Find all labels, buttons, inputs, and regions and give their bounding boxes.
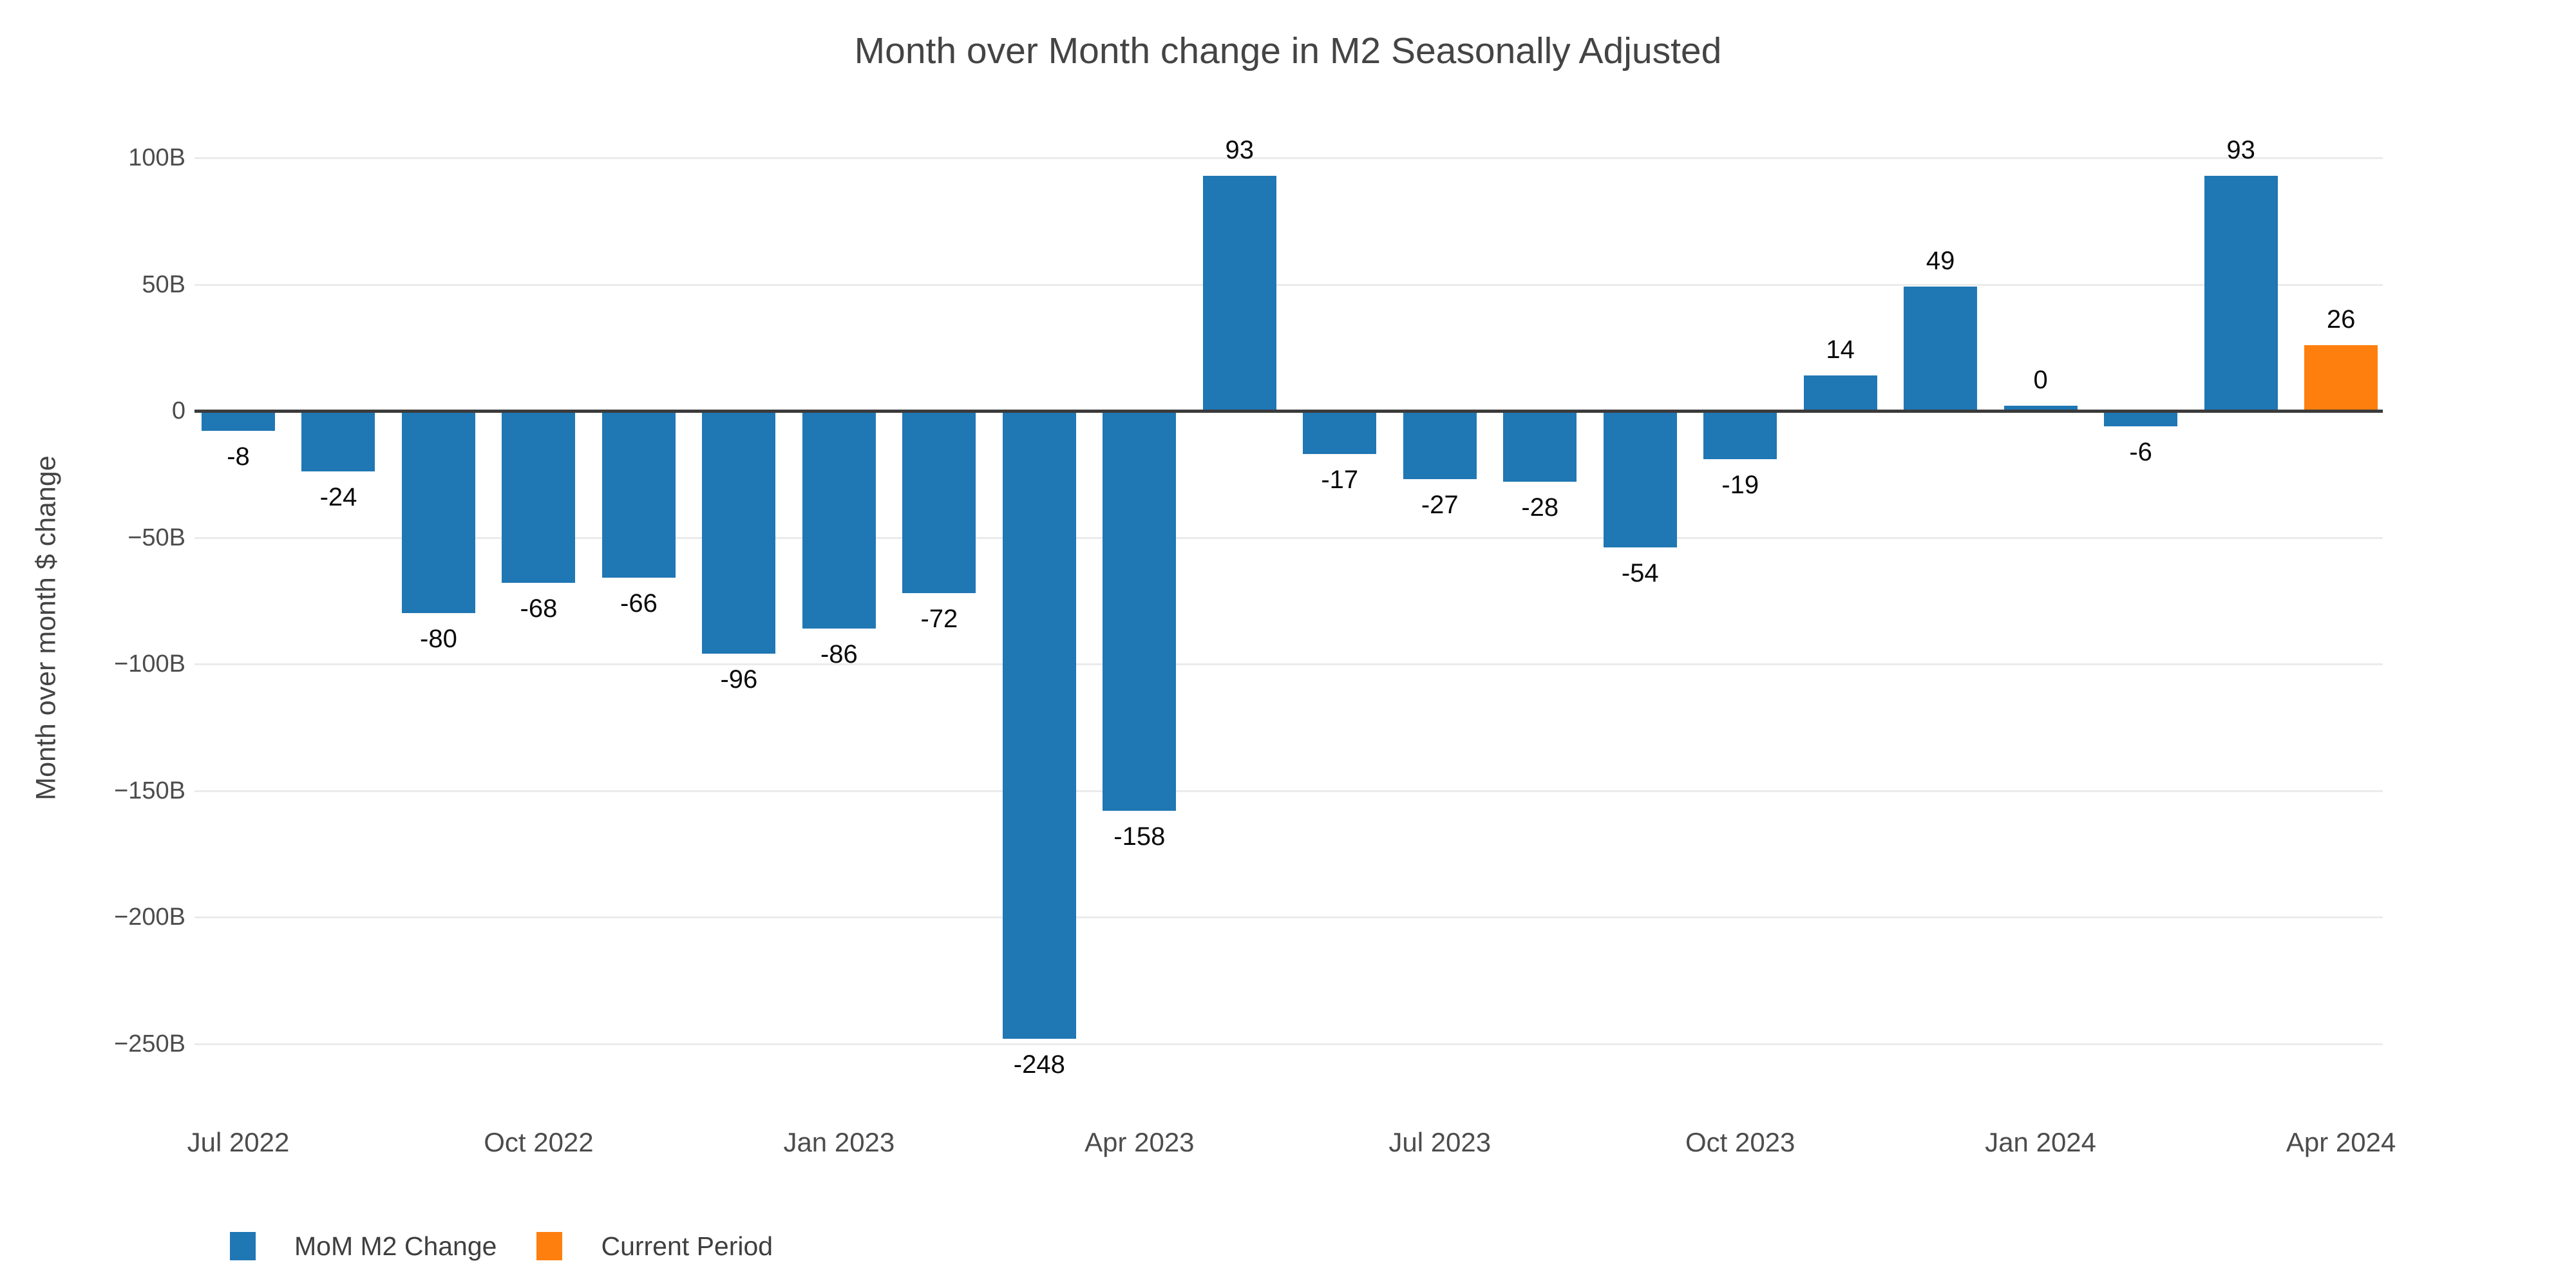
current-period-swatch-icon xyxy=(536,1232,563,1260)
y-tick-label: −50B xyxy=(128,524,185,551)
gridline xyxy=(194,916,2383,918)
bar-value-label: -24 xyxy=(319,483,357,512)
bar-value-label: -66 xyxy=(620,589,658,618)
y-tick-label: −150B xyxy=(114,777,185,804)
bar-value-label: -80 xyxy=(420,625,457,654)
bar-mar-2024 xyxy=(2204,175,2278,411)
x-tick-label: Apr 2024 xyxy=(2286,1127,2396,1157)
gridline xyxy=(194,663,2383,665)
bar-value-label: -54 xyxy=(1621,559,1659,588)
bar-value-label: -96 xyxy=(720,665,758,694)
gridline xyxy=(194,283,2383,286)
bar-value-label: 93 xyxy=(2226,135,2255,164)
bar-nov-2023 xyxy=(1803,375,1877,411)
bar-jun-2023 xyxy=(1303,411,1377,454)
bar-may-2023 xyxy=(1202,175,1276,411)
legend-item-mom-m2-change[interactable]: MoM M2 Change xyxy=(230,1230,497,1262)
bar-mar-2023 xyxy=(1002,411,1076,1039)
bar-value-label: -6 xyxy=(2129,437,2152,466)
bar-value-label: -72 xyxy=(920,604,958,633)
y-tick-label: −100B xyxy=(114,650,185,677)
bar-jul-2023 xyxy=(1403,411,1477,480)
y-axis-title: Month over month $ change xyxy=(30,455,62,800)
x-tick-label: Jan 2023 xyxy=(783,1127,895,1157)
bar-dec-2023 xyxy=(1904,287,1978,411)
bar-value-label: -27 xyxy=(1421,491,1459,520)
bar-nov-2022 xyxy=(601,411,676,578)
y-tick-label: −200B xyxy=(114,904,185,931)
bar-oct-2022 xyxy=(502,411,576,583)
bar-aug-2023 xyxy=(1503,411,1577,482)
bar-value-label: 93 xyxy=(1225,135,1255,164)
bar-value-label: 49 xyxy=(1926,247,1955,276)
legend-label-current-period: Current Period xyxy=(601,1231,773,1261)
x-tick-label: Oct 2023 xyxy=(1685,1127,1795,1157)
bar-jan-2024 xyxy=(2003,406,2078,411)
bar-value-label: -158 xyxy=(1113,822,1166,851)
x-tick-label: Jul 2022 xyxy=(187,1127,290,1157)
gridline xyxy=(194,790,2383,792)
y-tick-label: 50B xyxy=(142,270,185,298)
legend: MoM M2 Change Current Period xyxy=(230,1230,773,1262)
bar-value-label: -86 xyxy=(820,639,858,668)
bar-value-label: -248 xyxy=(1013,1050,1065,1079)
bar-value-label: 26 xyxy=(2326,305,2356,334)
bar-value-label: -28 xyxy=(1521,493,1559,522)
mom-m2-change-swatch-icon xyxy=(230,1232,256,1260)
bar-sep-2022 xyxy=(401,411,475,614)
bar-value-label: 0 xyxy=(2033,366,2048,394)
bar-aug-2022 xyxy=(301,411,375,472)
bar-value-label: -19 xyxy=(1721,470,1759,499)
x-tick-label: Jul 2023 xyxy=(1388,1127,1492,1157)
x-tick-label: Jan 2024 xyxy=(1985,1127,2097,1157)
y-tick-label: −250B xyxy=(114,1030,185,1057)
bar-apr-2024 xyxy=(2304,345,2378,411)
bar-dec-2022 xyxy=(702,411,776,654)
x-tick-label: Oct 2022 xyxy=(484,1127,594,1157)
legend-item-current-period[interactable]: Current Period xyxy=(536,1230,773,1262)
y-tick-label: 0 xyxy=(171,397,185,424)
x-tick-label: Apr 2023 xyxy=(1084,1127,1195,1157)
legend-label-mom-m2-change: MoM M2 Change xyxy=(294,1231,497,1261)
chart-title: Month over Month change in M2 Seasonally… xyxy=(854,30,1722,71)
bar-jan-2023 xyxy=(802,411,876,629)
bar-oct-2023 xyxy=(1703,411,1777,459)
zero-axis-line xyxy=(194,410,2383,413)
gridline xyxy=(194,1043,2383,1045)
bar-feb-2024 xyxy=(2104,411,2178,426)
bar-value-label: -17 xyxy=(1321,465,1359,494)
gridline xyxy=(194,536,2383,539)
bar-value-label: -68 xyxy=(520,594,558,623)
bar-sep-2023 xyxy=(1603,411,1677,548)
bar-apr-2023 xyxy=(1103,411,1177,811)
bar-value-label: -8 xyxy=(227,442,250,471)
bar-feb-2023 xyxy=(902,411,976,593)
y-tick-label: 100B xyxy=(128,144,185,171)
gridline xyxy=(194,157,2383,159)
bar-jul-2022 xyxy=(202,411,275,431)
bar-value-label: 14 xyxy=(1826,335,1855,364)
